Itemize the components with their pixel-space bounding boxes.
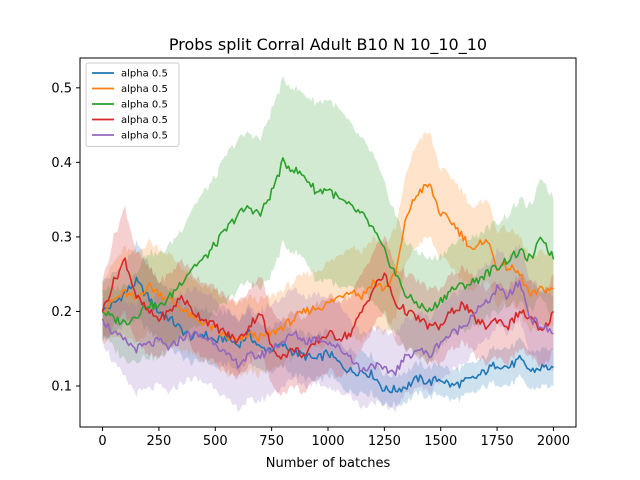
x-tick-label: 1000 [311, 434, 344, 449]
y-tick-label: 0.3 [51, 230, 72, 245]
y-axis: 0.1 0.2 0.3 0.4 0.5 [51, 81, 80, 395]
legend-label: alpha 0.5 [121, 69, 168, 80]
x-tick-label: 2000 [537, 434, 570, 449]
series-4-band [102, 205, 554, 397]
series-3-band [102, 75, 554, 364]
x-axis: 0 250 500 750 1000 1250 1500 1750 2000 [98, 427, 570, 449]
legend-label: alpha 0.5 [121, 115, 168, 126]
x-tick-label: 0 [98, 434, 106, 449]
series-1-line [101, 276, 554, 394]
legend-label: alpha 0.5 [121, 100, 168, 111]
legend-box [85, 62, 180, 147]
confidence-bands [102, 75, 554, 413]
series-2-line [101, 183, 554, 342]
x-tick-label: 750 [259, 434, 284, 449]
series-3-line [101, 157, 555, 326]
plot-area [101, 75, 555, 413]
y-tick-label: 0.5 [51, 81, 72, 96]
x-tick-label: 1250 [368, 434, 401, 449]
x-tick-label: 1500 [424, 434, 457, 449]
series-1-band [102, 240, 554, 408]
x-axis-label: Number of batches [266, 456, 391, 471]
legend: alpha 0.5 alpha 0.5 alpha 0.5 alpha 0.5 alph… [85, 62, 180, 147]
legend-label: alpha 0.5 [121, 84, 168, 95]
series-5-line [101, 280, 554, 376]
y-tick-label: 0.4 [51, 156, 72, 171]
series-lines [101, 157, 555, 394]
legend-label: alpha 0.5 [121, 131, 168, 142]
series-2-band [102, 131, 554, 379]
series-4-line [101, 257, 555, 360]
y-tick-label: 0.1 [51, 380, 72, 395]
chart-title: Probs split Corral Adult B10 N 10_10_10 [169, 35, 487, 55]
y-tick-label: 0.2 [51, 305, 72, 320]
x-tick-label: 1750 [481, 434, 514, 449]
x-tick-label: 250 [146, 434, 171, 449]
series-5-band [102, 243, 554, 413]
x-tick-label: 500 [203, 434, 228, 449]
